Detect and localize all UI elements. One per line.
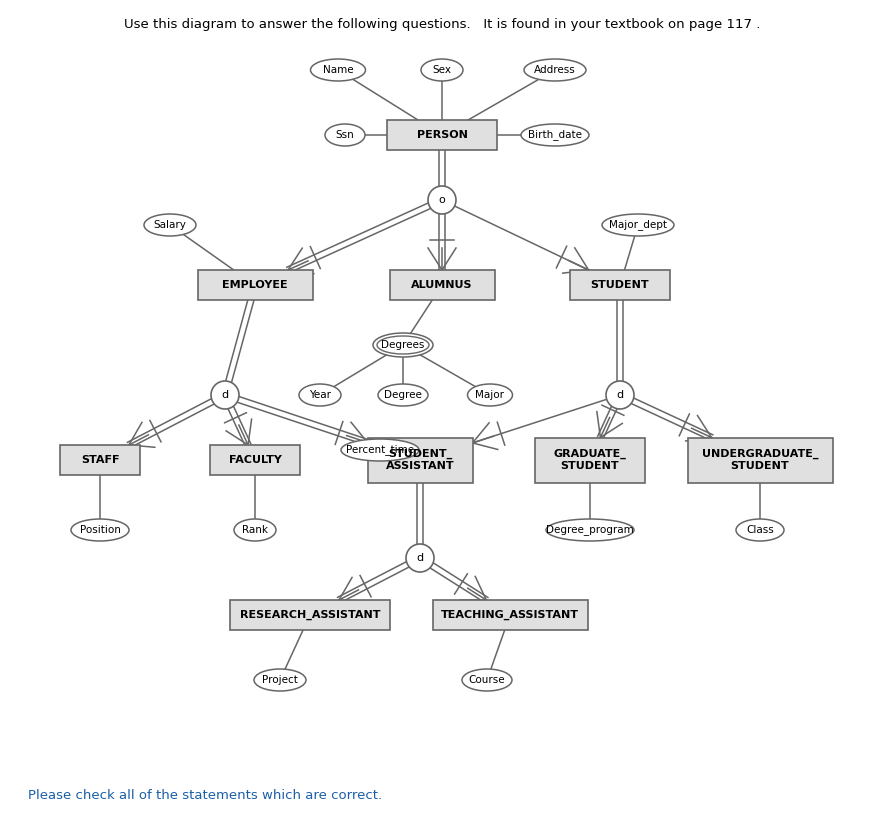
Circle shape (428, 186, 456, 214)
Ellipse shape (341, 439, 419, 461)
FancyBboxPatch shape (432, 600, 588, 630)
Text: Major_dept: Major_dept (609, 219, 667, 231)
Ellipse shape (325, 124, 365, 146)
FancyBboxPatch shape (368, 438, 473, 483)
Text: Sex: Sex (432, 65, 452, 75)
FancyBboxPatch shape (60, 445, 140, 475)
Text: Major: Major (476, 390, 505, 400)
Text: Use this diagram to answer the following questions.   It is found in your textbo: Use this diagram to answer the following… (124, 18, 760, 31)
Text: d: d (416, 553, 423, 563)
Text: Position: Position (80, 525, 120, 535)
FancyBboxPatch shape (688, 438, 833, 483)
Ellipse shape (546, 519, 634, 541)
Text: Ssn: Ssn (336, 130, 354, 140)
Ellipse shape (462, 669, 512, 691)
Text: FACULTY: FACULTY (229, 455, 281, 465)
Ellipse shape (144, 214, 196, 236)
Text: Salary: Salary (154, 220, 187, 230)
FancyBboxPatch shape (210, 445, 300, 475)
Text: EMPLOYEE: EMPLOYEE (222, 280, 288, 290)
Text: Please check all of the statements which are correct.: Please check all of the statements which… (28, 789, 382, 802)
Text: ALUMNUS: ALUMNUS (411, 280, 473, 290)
Text: o: o (438, 195, 446, 205)
FancyBboxPatch shape (387, 120, 497, 150)
Ellipse shape (521, 124, 589, 146)
Text: Rank: Rank (242, 525, 268, 535)
Ellipse shape (421, 59, 463, 81)
Ellipse shape (378, 384, 428, 406)
Ellipse shape (377, 336, 429, 354)
Text: Project: Project (262, 675, 298, 685)
Ellipse shape (468, 384, 513, 406)
Ellipse shape (299, 384, 341, 406)
Ellipse shape (71, 519, 129, 541)
Ellipse shape (524, 59, 586, 81)
Text: TEACHING_ASSISTANT: TEACHING_ASSISTANT (441, 610, 579, 620)
Circle shape (606, 381, 634, 409)
Text: PERSON: PERSON (416, 130, 468, 140)
Text: Address: Address (534, 65, 575, 75)
Text: Birth_date: Birth_date (528, 129, 582, 140)
Text: RESEARCH_ASSISTANT: RESEARCH_ASSISTANT (240, 610, 380, 620)
Ellipse shape (234, 519, 276, 541)
Text: UNDERGRADUATE_
STUDENT: UNDERGRADUATE_ STUDENT (702, 449, 819, 471)
Circle shape (211, 381, 239, 409)
FancyBboxPatch shape (535, 438, 645, 483)
Text: GRADUATE_
STUDENT: GRADUATE_ STUDENT (553, 449, 627, 471)
Text: Degree: Degree (384, 390, 422, 400)
Text: STUDENT: STUDENT (591, 280, 650, 290)
Text: Class: Class (746, 525, 774, 535)
Text: d: d (221, 390, 229, 400)
Ellipse shape (602, 214, 674, 236)
FancyBboxPatch shape (230, 600, 390, 630)
FancyBboxPatch shape (197, 270, 313, 300)
Text: Degrees: Degrees (381, 340, 424, 350)
Text: STAFF: STAFF (80, 455, 119, 465)
Text: Year: Year (309, 390, 331, 400)
Ellipse shape (310, 59, 365, 81)
Ellipse shape (373, 333, 433, 357)
FancyBboxPatch shape (390, 270, 494, 300)
Text: STUDENT_
ASSISTANT: STUDENT_ ASSISTANT (385, 449, 454, 471)
Text: Percent_time: Percent_time (346, 444, 414, 456)
Text: Course: Course (469, 675, 506, 685)
Ellipse shape (736, 519, 784, 541)
Circle shape (406, 544, 434, 572)
Ellipse shape (254, 669, 306, 691)
Text: d: d (616, 390, 623, 400)
FancyBboxPatch shape (570, 270, 670, 300)
Text: Degree_program: Degree_program (546, 525, 634, 536)
Text: Name: Name (323, 65, 354, 75)
